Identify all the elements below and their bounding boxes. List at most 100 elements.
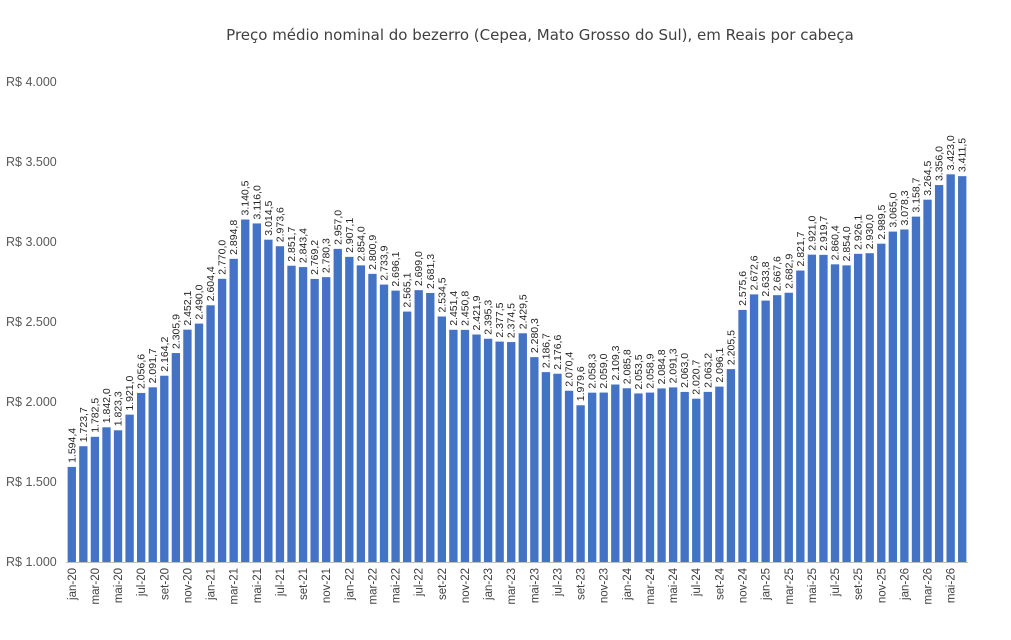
bar — [241, 219, 250, 562]
data-label: 3.356,0 — [934, 146, 946, 181]
data-label: 2.450,8 — [459, 291, 471, 326]
y-tick-label: R$ 2.500 — [6, 315, 57, 329]
data-label: 2.800,9 — [367, 235, 379, 270]
x-tick-label: jul-25 — [830, 568, 842, 597]
x-tick-label: mai-26 — [946, 568, 958, 603]
data-label: 3.140,5 — [240, 180, 252, 215]
data-label: 2.091,7 — [147, 348, 159, 383]
bar — [206, 305, 215, 562]
bar — [287, 265, 296, 562]
bar — [437, 316, 446, 562]
data-label: 2.854,0 — [841, 226, 853, 261]
data-label: 2.109,3 — [610, 345, 622, 380]
data-label: 2.919,7 — [818, 216, 830, 251]
y-tick-label: R$ 1.000 — [6, 555, 57, 569]
x-tick-label: jul-23 — [552, 568, 564, 597]
bar — [807, 254, 817, 562]
data-label: 2.682,9 — [783, 254, 795, 289]
bar — [715, 386, 724, 562]
x-tick-label: set-23 — [576, 568, 588, 600]
data-label: 2.186,7 — [540, 333, 552, 368]
x-tick-label: jan-20 — [67, 568, 79, 601]
x-tick-label: jul-20 — [136, 568, 148, 597]
bar — [113, 430, 123, 562]
bar — [865, 253, 874, 562]
bar — [483, 338, 493, 562]
bar — [90, 436, 100, 562]
bar — [761, 300, 770, 562]
bar — [842, 265, 851, 562]
x-tick-label: nov-24 — [738, 567, 750, 603]
data-label: 2.059,0 — [598, 353, 610, 388]
x-tick-label: mar-26 — [923, 568, 935, 604]
bar — [958, 176, 967, 562]
data-label: 2.989,5 — [876, 204, 888, 239]
x-tick-label: mar-24 — [645, 567, 657, 604]
bar — [171, 353, 181, 562]
bar — [796, 270, 805, 562]
data-label: 2.667,6 — [772, 256, 784, 291]
x-tick-label: set-20 — [159, 568, 171, 600]
data-label: 2.377,5 — [494, 302, 506, 337]
bar — [507, 342, 516, 562]
bars — [67, 174, 967, 563]
data-label: 3.411,5 — [957, 138, 969, 172]
bar — [102, 427, 111, 562]
bar — [252, 223, 261, 562]
bar — [391, 290, 400, 562]
data-label: 2.565,1 — [402, 272, 414, 307]
bar — [588, 392, 597, 562]
data-label: 2.973,6 — [274, 207, 286, 242]
data-label: 2.490,0 — [193, 284, 205, 319]
data-label: 2.575,6 — [737, 271, 749, 306]
data-label: 2.926,1 — [853, 215, 865, 250]
x-tick-label: mai-22 — [391, 568, 403, 603]
data-label: 2.058,3 — [587, 353, 599, 388]
x-tick-label: nov-25 — [876, 568, 888, 603]
bar — [877, 243, 886, 562]
data-label: 2.633,8 — [760, 261, 772, 296]
x-tick-label: nov-20 — [182, 568, 194, 603]
data-label: 2.907,1 — [344, 218, 356, 253]
data-label: 2.843,4 — [298, 228, 310, 263]
bar — [564, 390, 574, 562]
bar — [137, 392, 146, 562]
bar — [264, 239, 273, 562]
data-label: 2.769,2 — [309, 240, 321, 275]
data-label: 2.957,0 — [332, 210, 344, 245]
x-tick-label: mai-25 — [807, 568, 819, 603]
bar — [530, 357, 539, 562]
data-labels: 1.594,41.723,7 1.782,5 1.842,0 1.823,3 1.921… — [66, 135, 968, 463]
bar — [449, 329, 458, 562]
bar — [356, 265, 366, 562]
bar — [541, 372, 551, 562]
data-label: 2.681,3 — [425, 254, 437, 289]
data-label: 2.070,4 — [564, 352, 576, 387]
x-tick-label: jan-22 — [344, 568, 356, 601]
bar — [611, 384, 620, 562]
bar — [923, 199, 932, 562]
y-tick-label: R$ 3.000 — [6, 235, 57, 249]
data-label: 2.921,0 — [806, 215, 818, 250]
x-axis: jan-20 mar-20 mai-20 jul-20 set-20 nov-20 jan-… — [67, 567, 958, 604]
bar — [830, 264, 840, 562]
bar — [298, 267, 308, 562]
bar — [900, 229, 909, 562]
x-tick-label: jan-23 — [483, 568, 495, 601]
data-label: 1.842,0 — [101, 388, 113, 423]
bar — [853, 253, 863, 562]
bar — [553, 373, 562, 562]
x-tick-label: jul-24 — [691, 567, 703, 597]
bar — [946, 174, 955, 562]
data-label: 2.429,5 — [517, 294, 529, 329]
x-tick-label: jul-22 — [414, 568, 426, 597]
bar — [599, 392, 608, 562]
data-label: 1.723,7 — [78, 407, 90, 442]
y-tick-label: R$ 1.500 — [6, 475, 57, 489]
bar — [645, 392, 655, 562]
x-tick-label: mai-24 — [668, 567, 680, 603]
bar — [194, 323, 204, 562]
bar — [322, 277, 331, 562]
bar — [934, 185, 944, 563]
bar — [738, 309, 747, 562]
